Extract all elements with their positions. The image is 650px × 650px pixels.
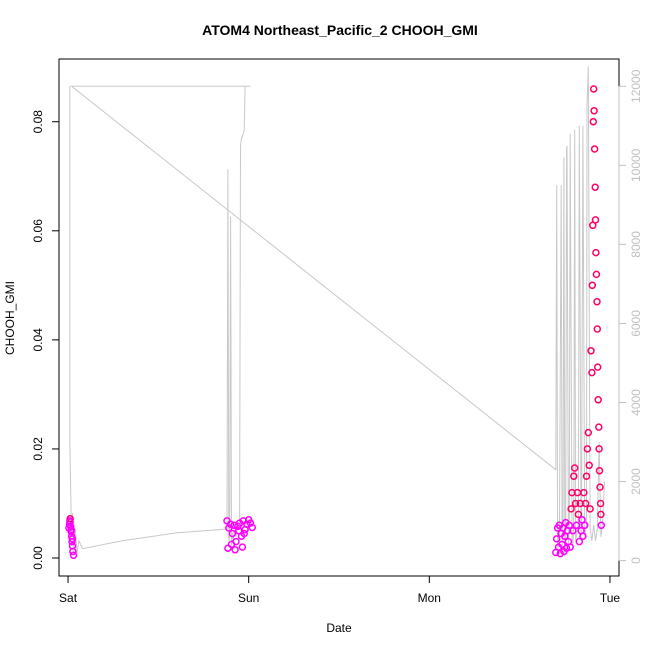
data-point: [592, 270, 601, 279]
data-point: [586, 505, 594, 513]
data-point: [227, 540, 236, 549]
data-point: [228, 529, 237, 538]
data-point: [595, 466, 604, 475]
y2-tick-label: 2000: [629, 468, 643, 495]
data-point: [583, 445, 592, 453]
data-point: [593, 325, 602, 333]
data-point: [226, 520, 235, 528]
data-point: [231, 546, 239, 554]
y-axis-label: CHOOH_GMI: [3, 281, 17, 355]
data-point: [68, 535, 77, 543]
y2-tick-label: 6000: [629, 310, 643, 337]
data-point: [594, 396, 602, 404]
data-point: [590, 107, 598, 115]
data-point: [574, 510, 583, 519]
data-point: [590, 145, 599, 153]
data-point: [238, 543, 247, 551]
x-tick-label: Mon: [418, 591, 441, 605]
data-point: [570, 472, 578, 480]
data-point: [596, 499, 605, 508]
plot-frame: [58, 58, 620, 577]
data-point: [572, 521, 581, 530]
data-point: [67, 525, 76, 534]
data-point: [585, 461, 593, 470]
y2-tick-label: 8000: [629, 231, 643, 258]
data-point: [588, 281, 597, 290]
data-point: [589, 85, 598, 93]
data-point: [570, 464, 579, 472]
data-point: [595, 445, 603, 453]
y-tick-label: 0.06: [31, 219, 45, 243]
data-point: [596, 483, 604, 491]
data-point: [591, 216, 600, 224]
data-point: [69, 547, 77, 556]
y-tick-label: 0.02: [31, 437, 45, 461]
data-point: [243, 520, 251, 528]
data-point: [565, 521, 574, 530]
data-point: [592, 248, 600, 257]
data-point: [588, 368, 596, 377]
data-point: [558, 540, 566, 549]
data-point: [562, 544, 571, 552]
data-point: [593, 363, 602, 371]
data-point: [582, 472, 591, 480]
data-point: [595, 423, 603, 431]
data-point: [69, 551, 78, 560]
data-point: [591, 183, 599, 191]
data-point: [597, 510, 605, 519]
data-points-group: [65, 85, 606, 560]
data-point: [567, 505, 575, 513]
y2-tick-label: 0: [629, 557, 643, 564]
data-point: [584, 428, 593, 437]
y-tick-label: 0.04: [31, 328, 45, 352]
x-tick-label: Sun: [238, 591, 259, 605]
data-point: [240, 529, 248, 538]
data-point: [246, 519, 255, 527]
data-point: [587, 347, 595, 355]
altitude-line: [69, 66, 605, 557]
data-point: [569, 526, 577, 535]
y-tick-label: 0.08: [31, 110, 45, 134]
y2-tick-label: 12000: [629, 69, 643, 103]
data-point: [234, 526, 243, 535]
y-axis-right: 0 2000 4000 6000 8000 10000 12000: [618, 69, 643, 564]
data-point: [579, 532, 587, 540]
data-point: [552, 535, 561, 543]
data-point: [593, 297, 601, 306]
x-tick-label: Tue: [600, 591, 621, 605]
data-point: [581, 499, 590, 508]
y2-tick-label: 10000: [629, 148, 643, 182]
data-point: [248, 523, 257, 532]
data-point: [597, 521, 606, 530]
y-tick-label: 0.00: [31, 546, 45, 570]
x-axis-label: Date: [326, 621, 352, 635]
altitude-line-group: [69, 66, 605, 557]
data-point: [66, 514, 74, 523]
data-point: [575, 537, 584, 546]
data-point: [589, 117, 598, 126]
data-point: [580, 521, 589, 530]
y-axis-left: 0.00 0.02 0.04 0.06 0.08: [31, 110, 60, 570]
x-tick-label: Sat: [59, 591, 78, 605]
x-axis: Sat Sun Mon Tue: [59, 575, 621, 605]
y2-tick-label: 4000: [629, 389, 643, 416]
data-point: [566, 543, 574, 551]
data-point: [580, 488, 588, 497]
data-point: [571, 499, 580, 508]
data-point: [66, 518, 74, 526]
chart-title: ATOM4 Northeast_Pacific_2 CHOOH_GMI: [202, 22, 478, 38]
